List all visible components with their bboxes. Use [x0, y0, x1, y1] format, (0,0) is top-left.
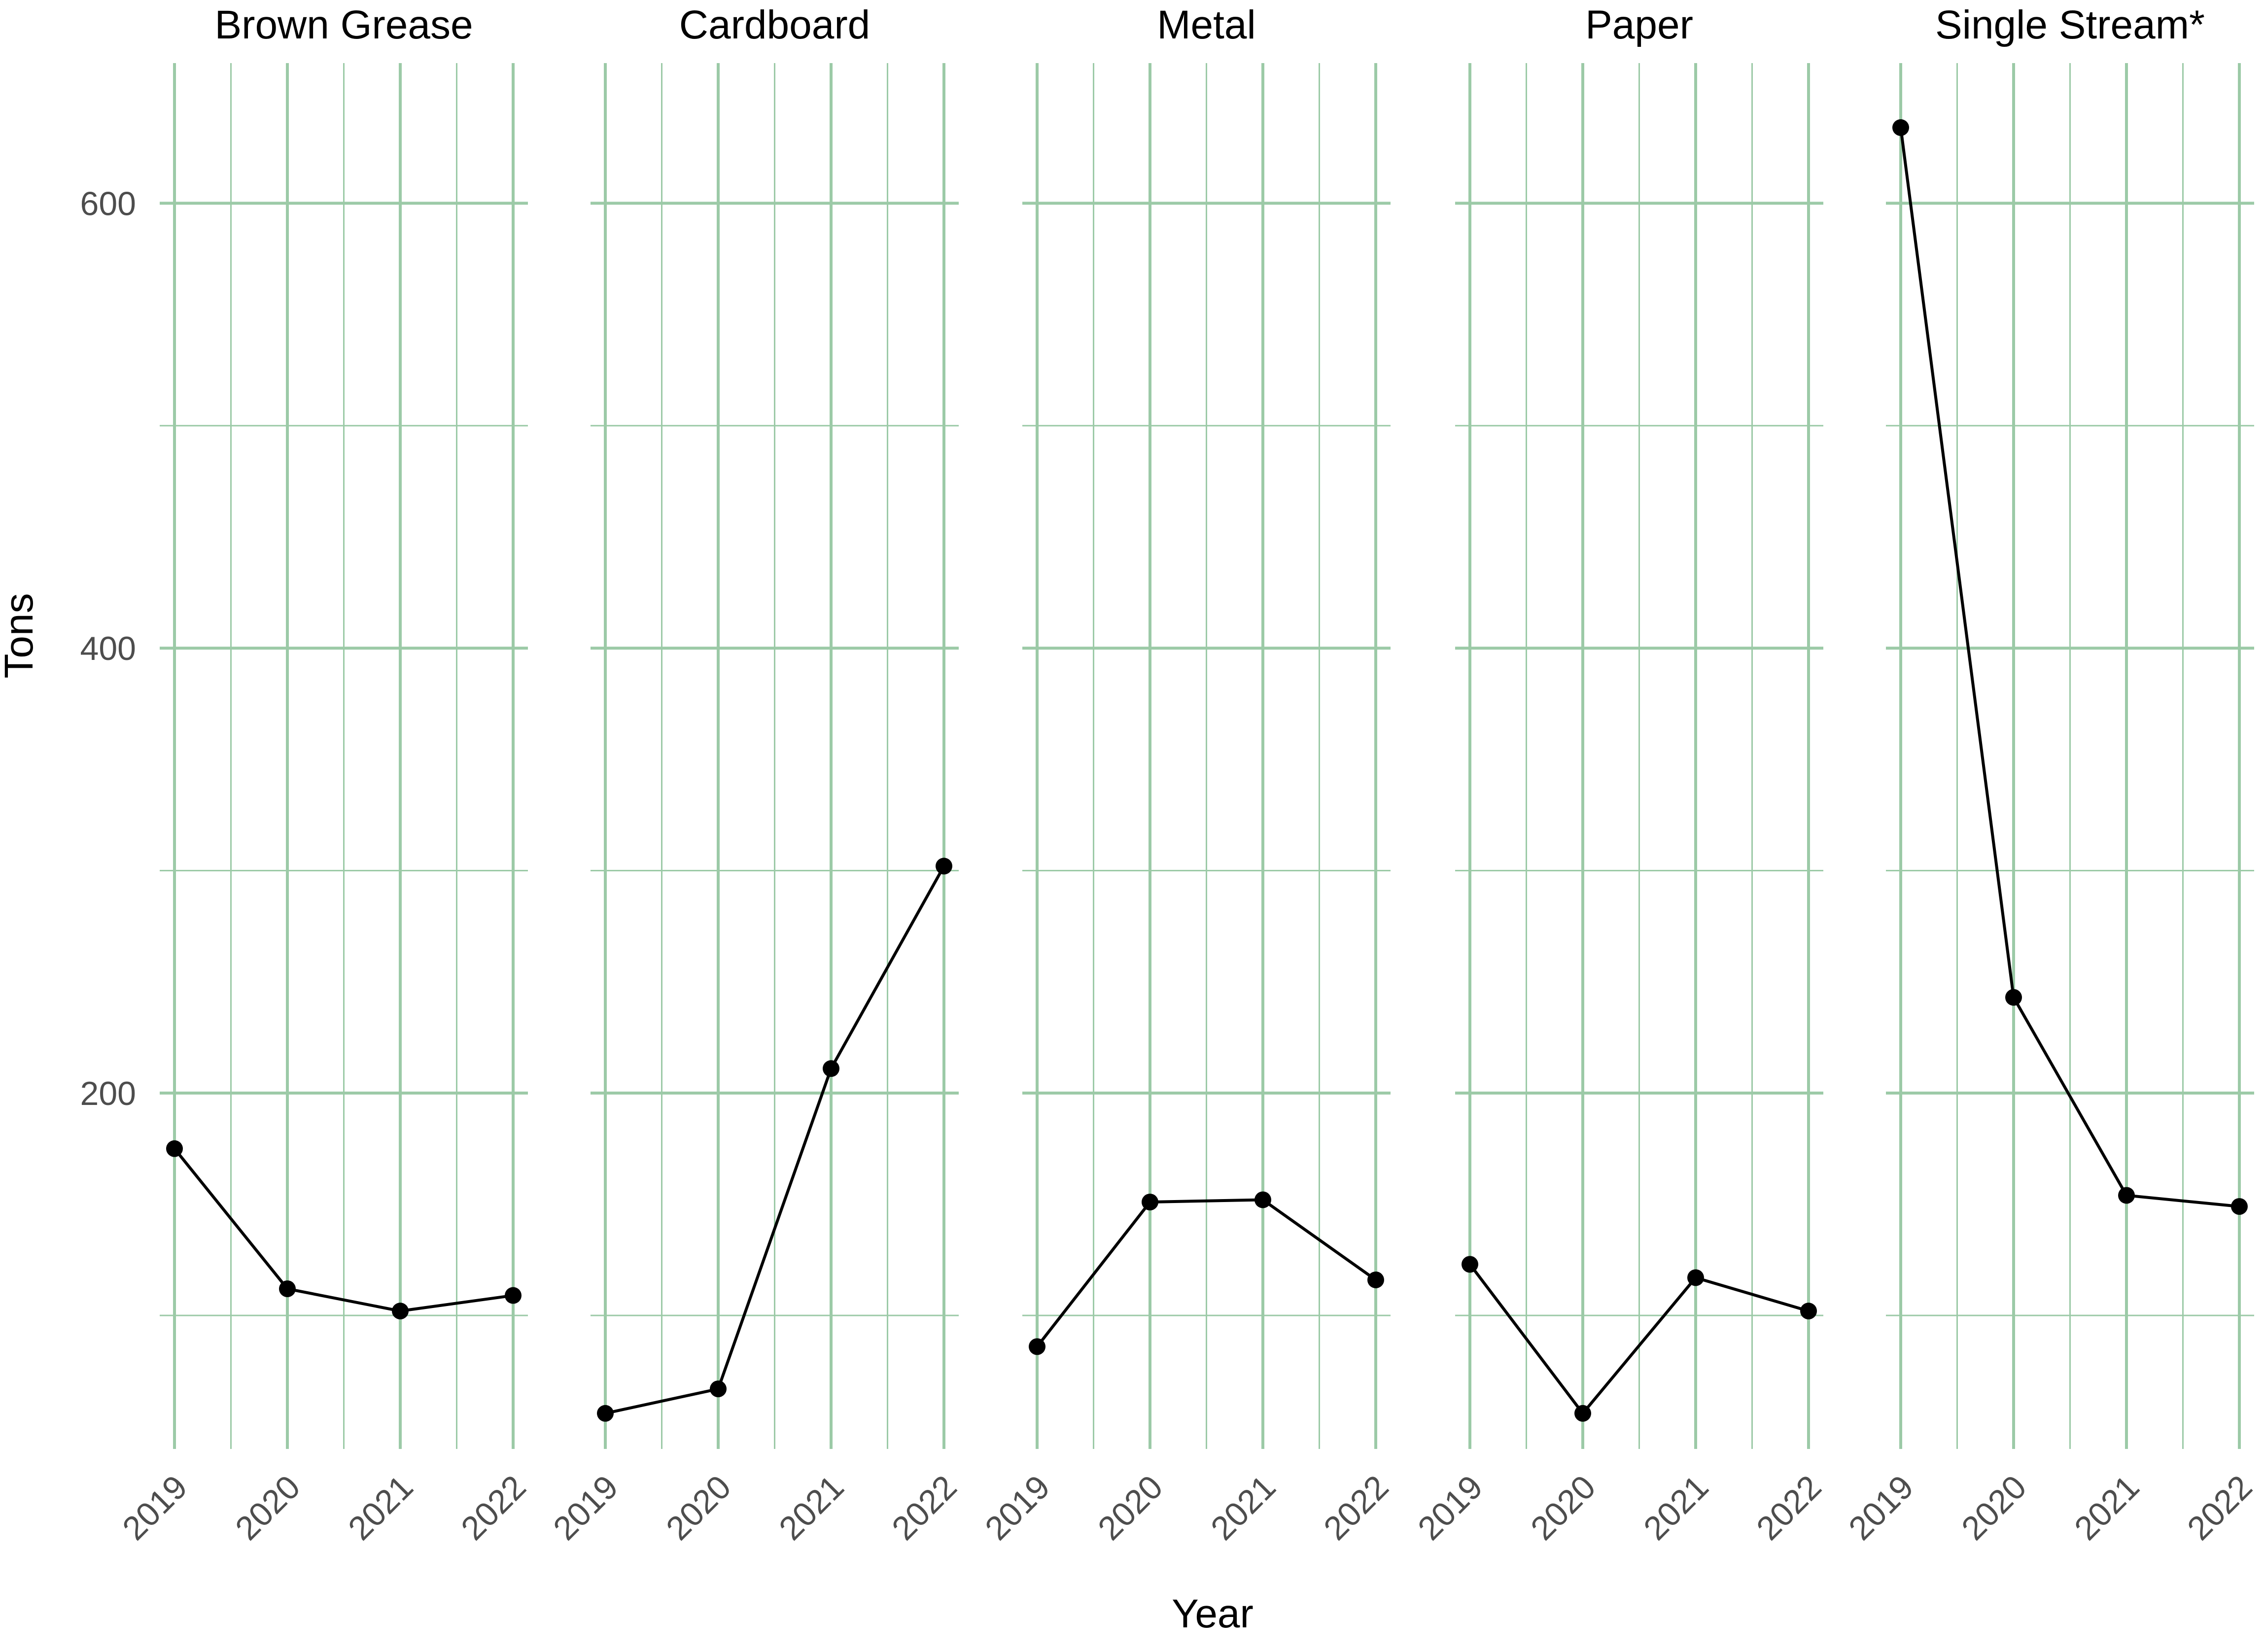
data-point [597, 1405, 614, 1422]
data-point [1800, 1303, 1817, 1320]
x-tick-label: 2020 [1524, 1468, 1603, 1548]
x-tick-label: 2022 [2180, 1468, 2260, 1548]
panel-title: Metal [1157, 2, 1256, 47]
x-tick-label: 2020 [659, 1468, 738, 1548]
y-tick-label: 200 [80, 1075, 136, 1112]
panel-title: Single Stream* [1935, 2, 2205, 47]
x-tick-label: 2022 [1749, 1468, 1829, 1548]
y-tick-label: 600 [80, 185, 136, 222]
data-point [823, 1060, 839, 1077]
data-point [1574, 1405, 1591, 1422]
x-tick-label: 2021 [341, 1468, 420, 1548]
data-point [1367, 1271, 1384, 1288]
x-tick-label: 2021 [2067, 1468, 2147, 1548]
data-point [1462, 1256, 1478, 1273]
series-line [1036, 1198, 1377, 1348]
data-point [166, 1140, 183, 1157]
data-point [279, 1280, 296, 1298]
x-tick-label: 2019 [1842, 1468, 1921, 1548]
data-point [1029, 1338, 1045, 1355]
x-tick-label: 2019 [1411, 1468, 1490, 1548]
x-tick-label: 2021 [1637, 1468, 1716, 1548]
y-tick-label: 400 [80, 630, 136, 667]
data-point [1254, 1191, 1271, 1208]
x-axis-title: Year [1172, 1591, 1254, 1636]
data-point [1142, 1193, 1158, 1210]
data-point [2118, 1187, 2135, 1204]
data-point [936, 858, 952, 875]
x-tick-label: 2020 [1954, 1468, 2034, 1548]
series-line [605, 865, 945, 1415]
data-point [392, 1303, 409, 1320]
data-point [1892, 119, 1909, 136]
series-line [1899, 127, 2240, 1208]
series-line [1468, 1263, 1809, 1415]
x-tick-label: 2022 [1317, 1468, 1396, 1548]
data-layer [166, 119, 2248, 1422]
series-line [173, 1147, 514, 1313]
grid-layer [160, 63, 2254, 1449]
data-point [2231, 1198, 2248, 1215]
panel-title: Brown Grease [214, 2, 473, 47]
panel-title: Cardboard [679, 2, 870, 47]
data-point [2005, 989, 2022, 1006]
x-tick-label: 2022 [885, 1468, 964, 1548]
x-tick-label: 2020 [228, 1468, 308, 1548]
data-point [710, 1380, 727, 1398]
x-tick-label: 2021 [1204, 1468, 1283, 1548]
x-tick-label: 2019 [978, 1468, 1057, 1548]
x-tick-label: 2022 [454, 1468, 533, 1548]
x-tick-label: 2019 [115, 1468, 195, 1548]
y-axis-title: Tons [0, 593, 41, 678]
panel-title: Paper [1585, 2, 1693, 47]
x-tick-label: 2019 [546, 1468, 626, 1548]
x-tick-label: 2020 [1091, 1468, 1170, 1548]
data-point [505, 1287, 522, 1304]
x-tick-label: 2021 [772, 1468, 851, 1548]
data-point [1687, 1269, 1704, 1286]
